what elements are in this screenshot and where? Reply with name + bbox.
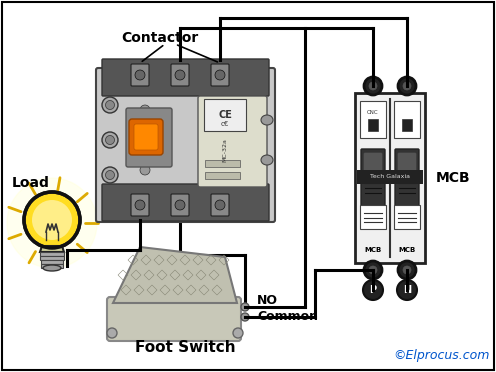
Text: N: N: [403, 285, 411, 295]
Circle shape: [107, 328, 117, 338]
FancyBboxPatch shape: [360, 205, 386, 229]
FancyBboxPatch shape: [355, 93, 425, 263]
Ellipse shape: [261, 155, 273, 165]
FancyBboxPatch shape: [131, 64, 149, 86]
Ellipse shape: [102, 132, 118, 148]
Text: Foot Switch: Foot Switch: [135, 340, 235, 355]
Circle shape: [135, 200, 145, 210]
FancyBboxPatch shape: [131, 194, 149, 216]
Text: Common: Common: [257, 311, 318, 324]
FancyBboxPatch shape: [360, 101, 386, 138]
Circle shape: [24, 192, 80, 248]
FancyBboxPatch shape: [394, 101, 420, 138]
Ellipse shape: [106, 100, 115, 109]
Ellipse shape: [43, 265, 61, 271]
Ellipse shape: [140, 165, 150, 175]
Ellipse shape: [140, 105, 150, 115]
FancyBboxPatch shape: [171, 64, 189, 86]
Text: P: P: [370, 285, 376, 295]
FancyBboxPatch shape: [211, 64, 229, 86]
Polygon shape: [40, 246, 64, 252]
Text: c€: c€: [221, 121, 229, 127]
Circle shape: [233, 328, 243, 338]
FancyBboxPatch shape: [361, 149, 385, 207]
FancyBboxPatch shape: [171, 194, 189, 216]
Text: CNC: CNC: [367, 109, 379, 115]
Circle shape: [364, 261, 382, 279]
Bar: [205, 160, 240, 167]
Bar: [40, 252, 64, 256]
FancyBboxPatch shape: [96, 68, 275, 222]
FancyBboxPatch shape: [364, 153, 382, 175]
Circle shape: [215, 200, 225, 210]
Text: CE: CE: [218, 110, 232, 120]
Ellipse shape: [261, 115, 273, 125]
Text: NO: NO: [257, 294, 278, 307]
Circle shape: [403, 82, 411, 90]
Ellipse shape: [106, 135, 115, 144]
Ellipse shape: [140, 135, 150, 145]
Circle shape: [135, 70, 145, 80]
Circle shape: [364, 77, 382, 95]
Circle shape: [363, 280, 383, 300]
Bar: [368, 119, 378, 131]
Bar: [402, 119, 412, 131]
Circle shape: [241, 303, 249, 311]
Bar: [41, 264, 63, 268]
Circle shape: [175, 70, 185, 80]
FancyBboxPatch shape: [395, 149, 419, 207]
Bar: [205, 172, 240, 179]
Bar: [357, 170, 423, 184]
Ellipse shape: [102, 97, 118, 113]
FancyBboxPatch shape: [129, 119, 163, 155]
FancyBboxPatch shape: [198, 96, 267, 187]
Circle shape: [369, 82, 377, 90]
Text: Contactor: Contactor: [122, 31, 198, 45]
Circle shape: [398, 261, 416, 279]
Circle shape: [175, 200, 185, 210]
Circle shape: [241, 313, 249, 321]
Ellipse shape: [102, 167, 118, 183]
Circle shape: [369, 266, 377, 274]
Text: MC-32a: MC-32a: [223, 138, 228, 162]
Circle shape: [32, 200, 72, 240]
FancyBboxPatch shape: [211, 194, 229, 216]
Text: Tech Galaxia: Tech Galaxia: [370, 174, 410, 180]
Bar: [41, 260, 63, 264]
FancyBboxPatch shape: [204, 99, 246, 131]
Circle shape: [403, 266, 411, 274]
Circle shape: [215, 70, 225, 80]
FancyBboxPatch shape: [398, 153, 416, 175]
Text: MCB: MCB: [436, 171, 471, 185]
Circle shape: [397, 280, 417, 300]
Circle shape: [398, 77, 416, 95]
Ellipse shape: [106, 170, 115, 180]
Text: MCB: MCB: [398, 247, 416, 253]
Circle shape: [7, 178, 97, 268]
Polygon shape: [113, 247, 237, 303]
Text: ©Elprocus.com: ©Elprocus.com: [394, 349, 490, 362]
FancyBboxPatch shape: [126, 108, 172, 167]
FancyBboxPatch shape: [107, 297, 241, 341]
Text: Load: Load: [12, 176, 50, 190]
FancyBboxPatch shape: [134, 124, 158, 150]
FancyBboxPatch shape: [102, 59, 269, 96]
FancyBboxPatch shape: [394, 205, 420, 229]
Bar: [40, 256, 63, 260]
Text: MCB: MCB: [365, 247, 381, 253]
FancyBboxPatch shape: [102, 184, 269, 221]
